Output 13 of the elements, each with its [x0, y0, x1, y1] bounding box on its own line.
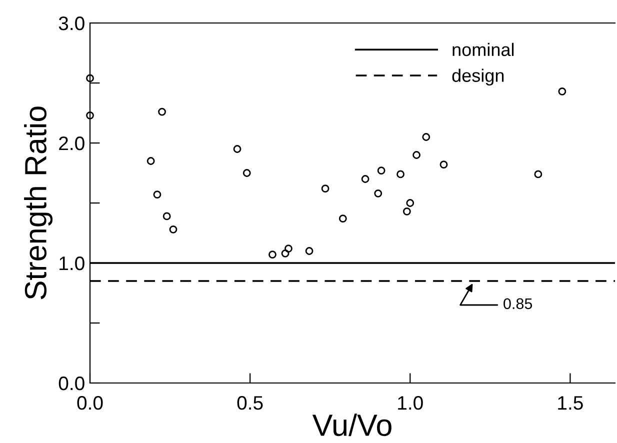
y-tick-label: 2.0: [59, 136, 84, 150]
y-axis-title: Strength Ratio: [24, 106, 53, 300]
x-tick-label: 1.0: [398, 396, 423, 410]
x-tick-label: 0.5: [237, 396, 263, 410]
x-tick-label: 1.5: [558, 396, 583, 410]
legend-label: design: [452, 68, 504, 86]
y-tick-label: 3.0: [58, 16, 84, 30]
legend-label: nominal: [452, 42, 514, 56]
annotation: 0.85: [504, 298, 532, 310]
y-tick-label: 0.0: [58, 376, 84, 390]
y-tick-label: 1.0: [60, 256, 84, 270]
x-axis-title: Vu/Vo: [312, 414, 392, 436]
x-tick-label: 0.0: [77, 396, 103, 410]
